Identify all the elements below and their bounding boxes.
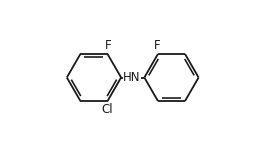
Text: F: F [105, 39, 112, 52]
Text: HN: HN [123, 71, 141, 84]
Text: F: F [154, 39, 160, 52]
Text: Cl: Cl [102, 103, 113, 116]
